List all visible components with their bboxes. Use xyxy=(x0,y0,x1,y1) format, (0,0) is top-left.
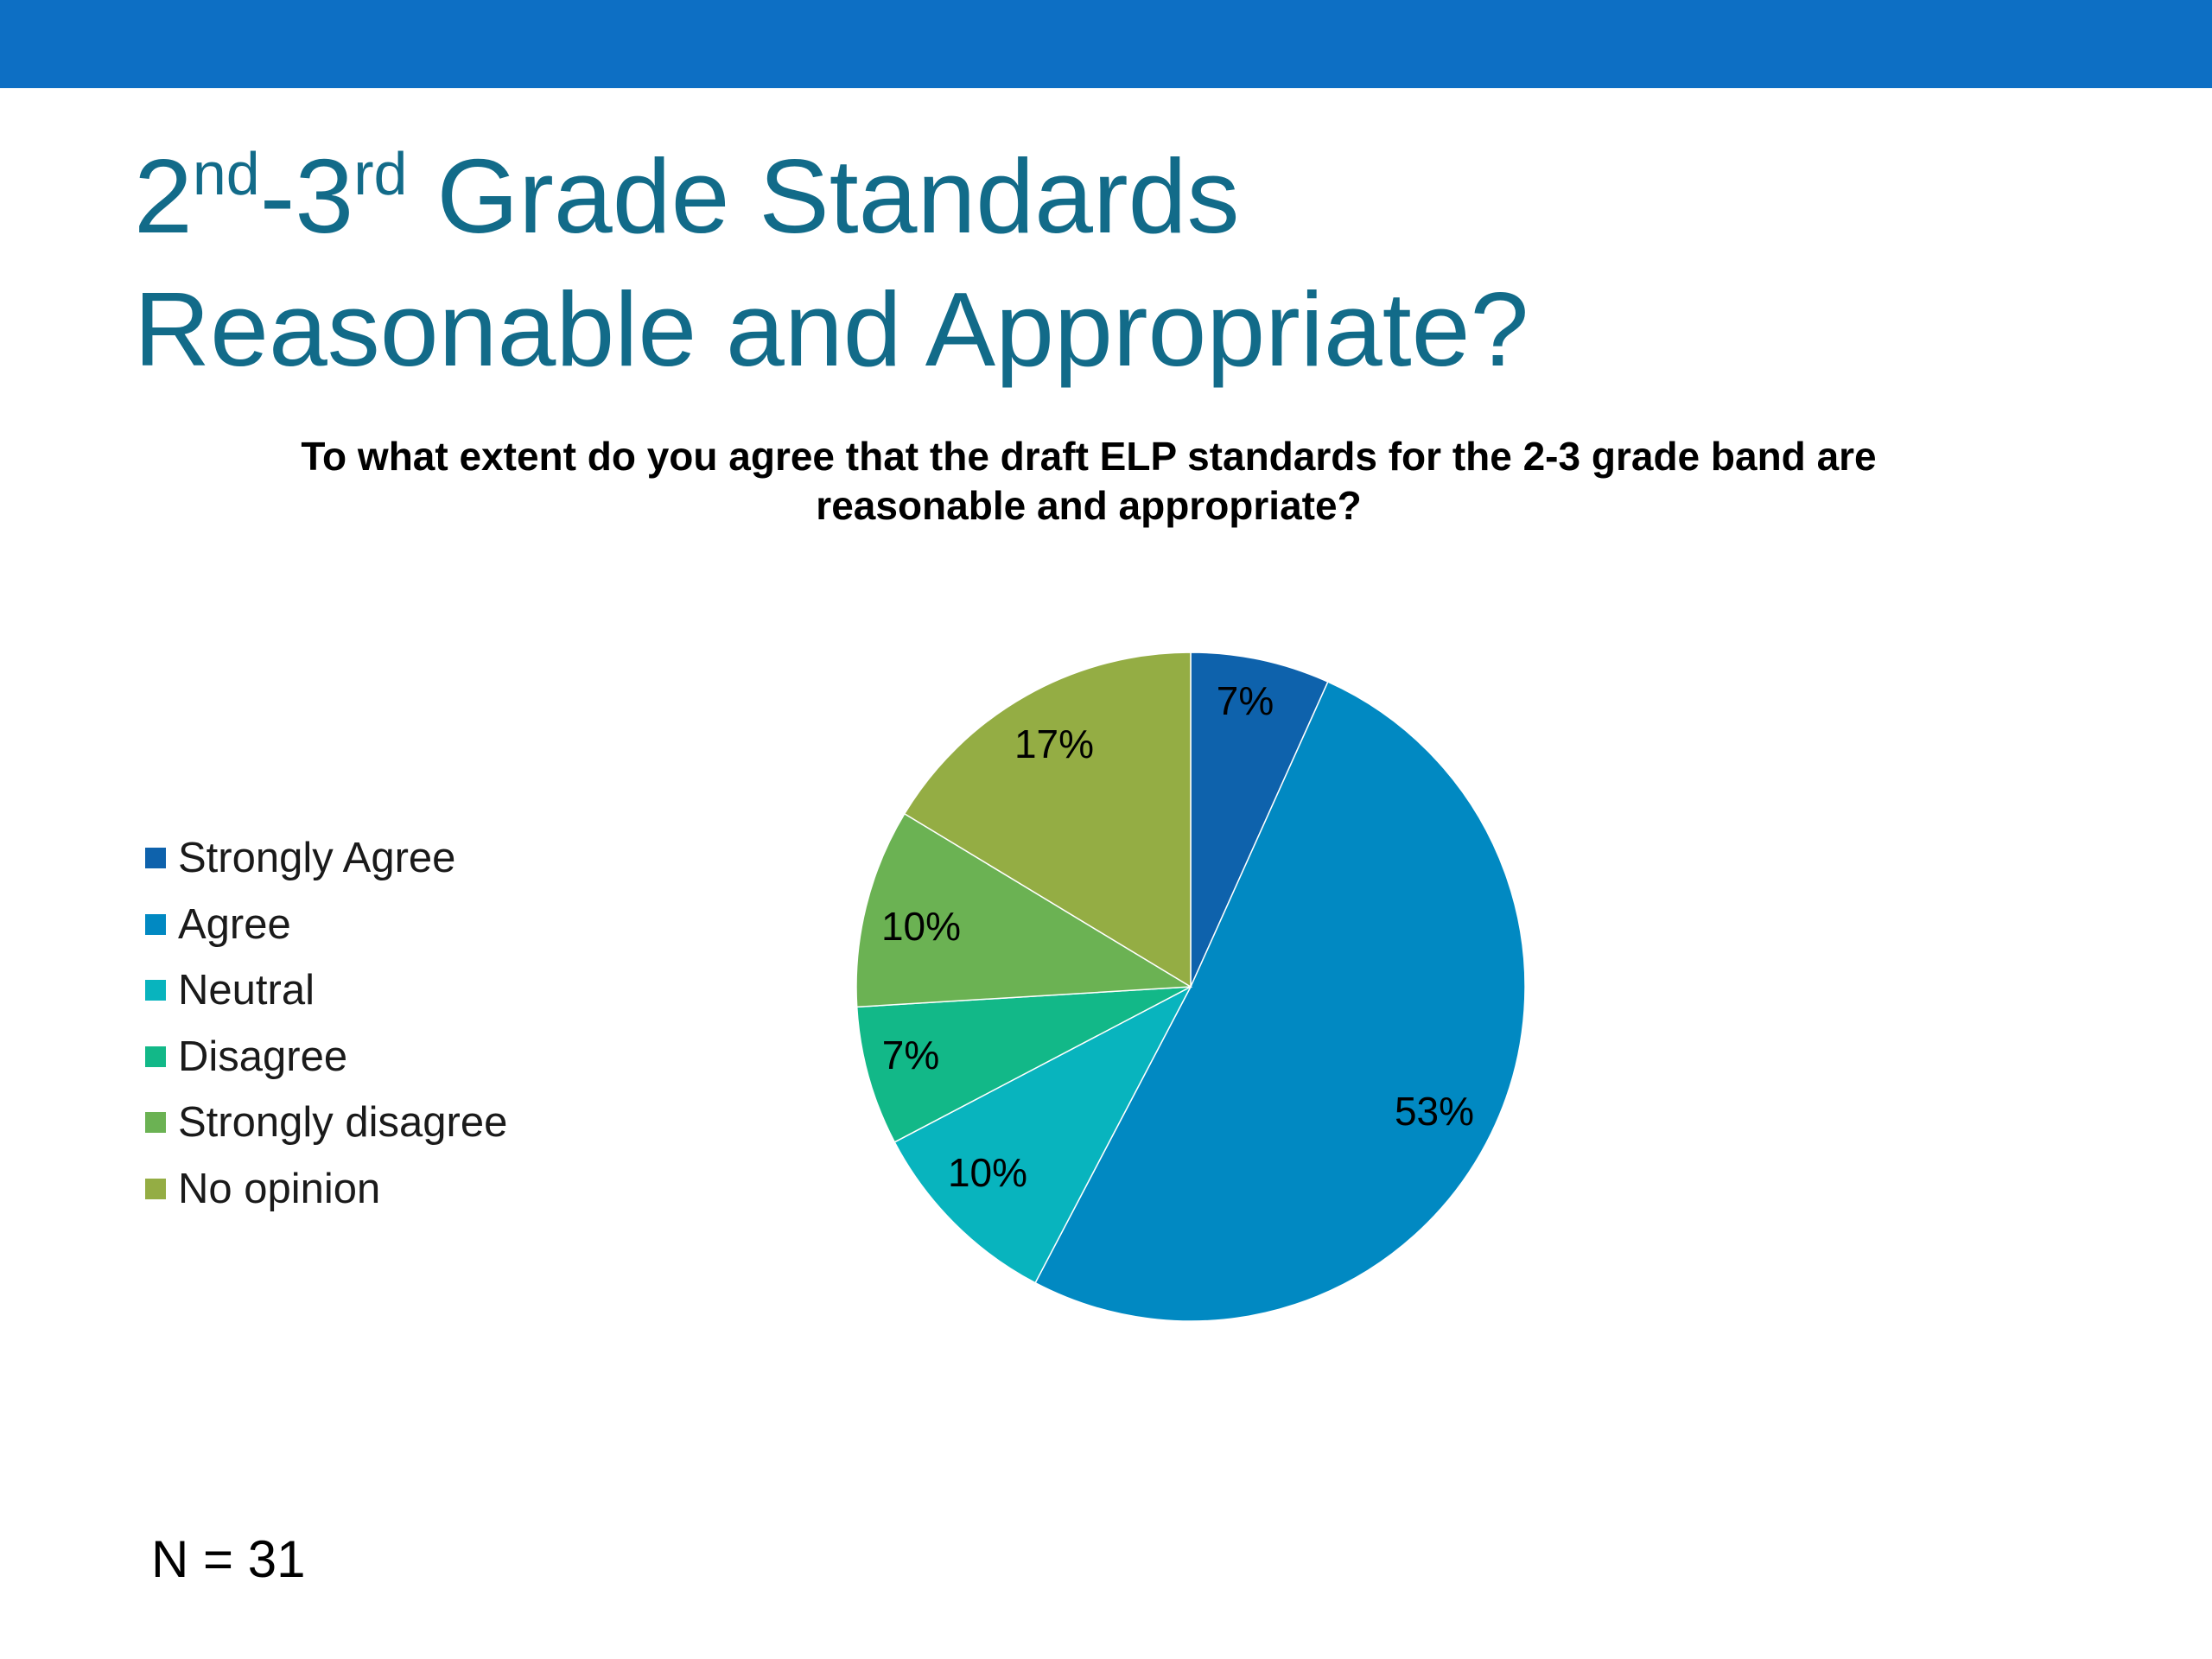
legend-swatch xyxy=(145,913,166,935)
pie-slice-no-opinion xyxy=(903,652,1192,988)
title-grade-standards: Grade Standards xyxy=(407,137,1240,255)
title-superscript-rd: rd xyxy=(353,140,408,207)
legend-item: Disagree xyxy=(145,1024,507,1090)
pie-slice-strongly-agree xyxy=(1190,652,1329,988)
legend-swatch xyxy=(145,1178,166,1199)
slice-value-label: 10% xyxy=(948,1150,1027,1195)
pie-slice-neutral xyxy=(893,985,1192,1284)
slice-value-label: 17% xyxy=(1014,721,1094,766)
legend-label: Agree xyxy=(178,900,291,948)
slice-value-label: 7% xyxy=(882,1033,939,1077)
title-line-2: Reasonable and Appropriate? xyxy=(134,270,1529,388)
legend-item: Strongly disagree xyxy=(145,1090,507,1156)
sample-size-label: N = 31 xyxy=(151,1530,306,1588)
legend-item: Agree xyxy=(145,892,507,958)
pie-slice-agree xyxy=(1034,681,1526,1322)
slice-value-label: 53% xyxy=(1395,1089,1474,1134)
legend-swatch xyxy=(145,1112,166,1134)
legend-label: Neutral xyxy=(178,967,315,1014)
chart-legend: Strongly Agree Agree Neutral Disagree Strong… xyxy=(145,825,507,1222)
legend-item: Strongly Agree xyxy=(145,825,507,892)
legend-label: Strongly Agree xyxy=(178,835,456,882)
legend-swatch xyxy=(145,848,166,869)
legend-item: No opinion xyxy=(145,1156,507,1223)
legend-swatch xyxy=(145,980,166,1001)
title-number-2: 2 xyxy=(134,137,193,255)
legend-item: Neutral xyxy=(145,957,507,1024)
title-superscript-nd: nd xyxy=(192,140,260,207)
title-number-3: -3 xyxy=(259,137,354,255)
pie-slice-disagree xyxy=(855,986,1192,1143)
legend-label: Disagree xyxy=(178,1033,348,1080)
legend-label: Strongly disagree xyxy=(178,1099,508,1147)
legend-label: No opinion xyxy=(178,1165,381,1212)
header-bar xyxy=(0,0,2212,88)
slide-title: 2nd-3rd Grade Standards Reasonable and Ap… xyxy=(134,130,2035,396)
slice-value-label: 7% xyxy=(1217,678,1274,723)
legend-swatch xyxy=(145,1046,166,1067)
pie-slice-strongly-disagree xyxy=(855,812,1193,1008)
slice-value-label: 10% xyxy=(881,904,961,949)
chart-title: To what extent do you agree that the dra… xyxy=(301,434,1877,528)
